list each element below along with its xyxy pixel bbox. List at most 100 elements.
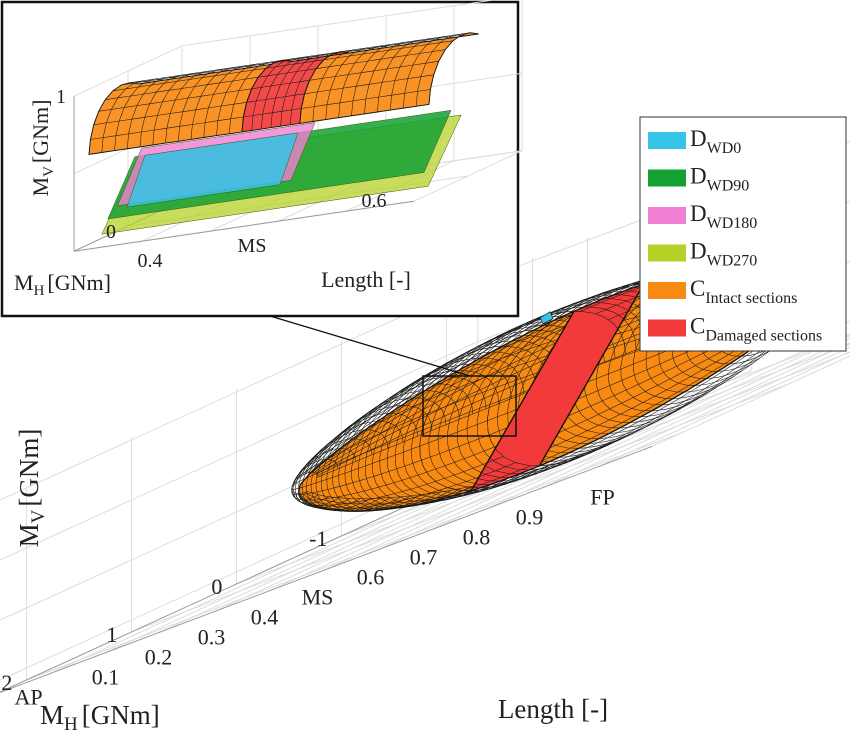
damaged-mesh-longitude [462, 465, 531, 491]
inset-intact-surface-fore-line [325, 47, 376, 120]
inset-intact-surface-fore-line [402, 36, 453, 109]
inset-intact-surface-aft-line [203, 65, 254, 138]
tick-labels: AP0.10.20.30.4MS0.60.70.80.9FP210-1-2210… [1, 478, 614, 709]
intact-mesh-longitude [312, 311, 581, 473]
intact-mesh-ring [372, 340, 560, 505]
inset-damaged-surface-line [261, 57, 312, 130]
damage-envelope-wd0-main [539, 311, 554, 325]
damaged-mesh-longitude [421, 434, 489, 461]
y-tick-label: 2 [1, 670, 12, 695]
y-tick-label: 1 [106, 622, 117, 647]
inset-damaged-surface-line [280, 54, 331, 127]
intact-mesh-ring [315, 397, 447, 512]
inset-intact-surface-aft-line [127, 76, 178, 149]
damaged-mesh-longitude [419, 420, 488, 447]
inset-intact-surface-aft-line [101, 80, 152, 153]
x-tick-label: MS [302, 584, 334, 609]
intact-mesh-longitude [293, 413, 429, 485]
intact-mesh-ring [292, 472, 318, 494]
inset-intact-surface-fore-line [351, 43, 402, 116]
legend-label: DWD180 [690, 201, 757, 232]
inset-x-tick-label: 0.6 [362, 190, 387, 212]
damaged-mesh-longitude [484, 320, 554, 348]
z-axis-title-sub: V [28, 509, 49, 523]
inset-intact-surface-aft-line [229, 61, 280, 134]
inset-intact-surface-fore-line [377, 40, 428, 113]
intact-mesh-ring [344, 363, 512, 510]
y-tick-label: 0 [211, 574, 222, 599]
damaged-mesh-ring [437, 302, 647, 485]
x-tick-label: 0.3 [198, 624, 226, 649]
inset-envelopes [88, 32, 479, 235]
grid-line [131, 383, 789, 633]
damaged-mesh-ring [419, 311, 626, 491]
x-tick-label: 0.2 [145, 644, 173, 669]
damaged-mesh-longitude [422, 404, 490, 431]
legend-label: CDamaged sections [690, 314, 822, 345]
inset-intact-surface-aft-line [88, 82, 139, 155]
grid-line [26, 431, 684, 681]
z-axis-title: MV[GNm] [14, 429, 49, 548]
intact-mesh-longitude [291, 460, 422, 495]
damaged-mesh-longitude [428, 387, 497, 414]
inset-z-axis-title: MV[GNm] [28, 100, 57, 197]
damaged-mesh-longitude [447, 462, 516, 488]
x-axis-title: Length [-] [498, 694, 608, 724]
inset-y-tick-label: 0 [106, 221, 116, 243]
inset-damaged-surface-line [289, 52, 340, 125]
intact-mesh-ring [379, 335, 572, 503]
intact-mesh-ring [338, 370, 500, 511]
axis-line [0, 473, 479, 693]
inset-zoom-plot: 0.4 MS 0.6 0 1 MV[GNm] MH [GNm] Length [-] [0, 0, 523, 318]
inset-x-axis-title: Length [-] [321, 267, 411, 292]
inset-intact-surface-fore-line [364, 41, 415, 114]
legend-label: DWD90 [690, 164, 749, 195]
inset-intact-surface-fore-line [415, 34, 466, 107]
zoom-connector-line [269, 315, 471, 377]
inset-intact-surface-aft-line [114, 78, 165, 151]
damaged-mesh-longitude [466, 335, 536, 363]
x-tick-label: FP [590, 484, 614, 509]
inset-y-axis-title: MH [GNm] [14, 270, 111, 299]
intact-mesh-ring [306, 412, 418, 511]
inset-envelope-wd0 [126, 132, 299, 208]
damaged-mesh-longitude [435, 456, 504, 482]
inset-grid-line [73, 45, 183, 97]
damaged-mesh-longitude [580, 283, 651, 312]
y-axis-title: MH [GNm] [40, 700, 160, 735]
x-tick-label: AP [14, 684, 42, 709]
intact-mesh-ring [332, 376, 487, 511]
inset-damaged-surface-line [251, 58, 302, 131]
inset-tick-labels: 0.4 MS 0.6 0 1 [56, 86, 387, 272]
inset-intact-surface-aft-line [152, 73, 203, 146]
intact-mesh-ring [351, 357, 525, 509]
inset-intact-surface-fore-line [312, 49, 363, 122]
intact-mesh-longitude [294, 481, 436, 506]
grid-line [651, 355, 850, 447]
inset-damaged-surface-line [270, 55, 321, 128]
inset-intact-surface-fore-line [390, 38, 441, 111]
legend-swatch [648, 132, 686, 149]
legend-swatch [648, 169, 686, 187]
inset-intact-surface-aft-line [216, 63, 267, 136]
x-tick-label: 0.7 [410, 544, 438, 569]
y-tick-label: -1 [309, 526, 327, 551]
x-tick-label: 0.6 [357, 564, 385, 589]
legend-label: DWD270 [690, 239, 757, 270]
intact-mesh-ring [294, 438, 373, 507]
x-tick-label: 0.9 [516, 504, 544, 529]
inset-x-tick-label: MS [238, 235, 267, 257]
damaged-mesh-ring [428, 306, 637, 488]
intact-mesh-longitude [294, 395, 439, 483]
damaged-mesh-longitude [438, 369, 507, 397]
grid-line [0, 341, 479, 561]
damaged-mesh-ring [456, 294, 668, 478]
axis-line [0, 445, 653, 694]
x-tick-label: 0.1 [92, 664, 120, 689]
legend-swatch [648, 244, 686, 262]
intact-mesh-ring [357, 351, 537, 508]
intact-mesh-longitude [291, 429, 423, 487]
legend-swatch [648, 282, 686, 299]
inset-intact-surface-fore-line [338, 45, 389, 118]
